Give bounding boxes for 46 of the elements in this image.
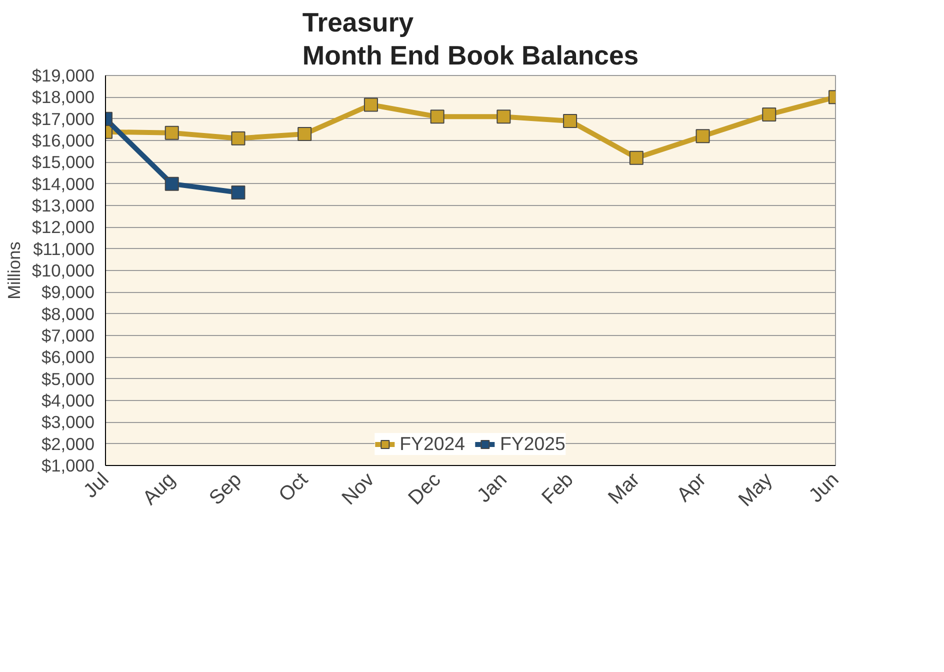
y-tick-label: $15,000 xyxy=(32,152,95,172)
chart-title: Treasury Month End Book Balances xyxy=(302,8,639,70)
y-tick-label: $14,000 xyxy=(32,174,95,194)
point xyxy=(231,131,246,146)
point xyxy=(364,98,378,112)
y-tick-label: $1,000 xyxy=(42,456,94,476)
x-tick-label: Apr xyxy=(672,468,711,506)
point xyxy=(496,110,511,124)
point xyxy=(298,127,312,141)
point xyxy=(164,176,179,191)
legend-label: FY2025 xyxy=(500,433,566,455)
y-tick-label: $3,000 xyxy=(42,412,94,432)
y-tick-label: $17,000 xyxy=(32,108,95,129)
y-tick-label: $5,000 xyxy=(42,368,94,389)
point xyxy=(430,110,444,124)
y-axis-title: Millions xyxy=(4,241,24,300)
y-tick-label: $4,000 xyxy=(42,390,94,410)
point xyxy=(762,108,776,122)
legend-label: FY2024 xyxy=(400,433,465,455)
point xyxy=(629,150,644,165)
y-tick-label: $16,000 xyxy=(32,130,95,150)
y-tick-label: $18,000 xyxy=(32,87,95,108)
point xyxy=(696,129,710,144)
x-tick-label: Sep xyxy=(205,468,246,510)
x-tick-label: May xyxy=(734,468,777,511)
y-tick-label: $10,000 xyxy=(32,260,95,280)
y-tick-label: $8,000 xyxy=(42,304,94,324)
point xyxy=(231,186,246,200)
y-tick-label: $13,000 xyxy=(32,196,95,216)
x-tick-label: Jun xyxy=(804,468,844,508)
x-tick-label: Jan xyxy=(473,468,512,508)
x-tick-label: Oct xyxy=(274,468,313,506)
y-tick-label: $11,000 xyxy=(33,238,95,259)
x-tick-label: Feb xyxy=(538,468,578,509)
x-tick-label: Mar xyxy=(604,468,644,509)
x-tick-label: Dec xyxy=(404,468,446,510)
x-tick-label: Nov xyxy=(338,468,379,510)
y-tick-label: $7,000 xyxy=(42,326,94,346)
y-tick-label: $2,000 xyxy=(42,434,94,454)
y-tick-label: $6,000 xyxy=(42,347,94,368)
point xyxy=(164,126,179,140)
y-tick-label: $9,000 xyxy=(42,282,94,302)
x-tick-label: Aug xyxy=(138,468,180,510)
y-tick-label: $19,000 xyxy=(32,66,95,86)
point xyxy=(563,114,578,128)
y-tick-label: $12,000 xyxy=(32,217,95,238)
